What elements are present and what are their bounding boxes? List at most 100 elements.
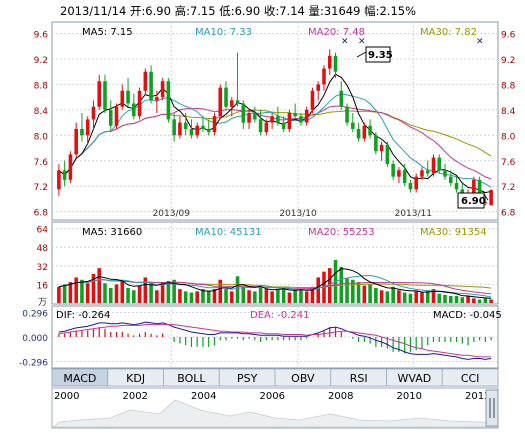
candle-body <box>448 176 453 184</box>
candle-body <box>97 81 102 107</box>
volume-bar <box>85 283 90 303</box>
volume-bar <box>212 289 217 303</box>
price-y-tick-right: 7.2 <box>501 183 515 193</box>
candle-body <box>258 119 263 133</box>
candle-body <box>339 90 344 107</box>
dif-line <box>58 321 492 360</box>
volume-bar <box>229 291 234 303</box>
candle-body <box>206 128 211 133</box>
candle-body <box>322 68 326 85</box>
volume-bar <box>155 290 159 303</box>
price-y-tick-right: 8.4 <box>501 107 516 117</box>
volume-bar <box>472 298 476 303</box>
volume-bar <box>74 277 78 303</box>
volume-ma5-line <box>58 268 492 299</box>
volume-bar <box>385 291 390 303</box>
candle-body <box>327 55 332 69</box>
candle-body <box>218 87 223 117</box>
volume-y-tick: 32 <box>37 263 48 273</box>
volume-bar <box>201 289 205 303</box>
volume-bar <box>195 291 199 303</box>
candle-body <box>229 100 234 107</box>
price-y-tick-right: 9.6 <box>501 31 516 41</box>
volume-bar <box>68 282 73 303</box>
candle-body <box>149 71 153 101</box>
candle-body <box>281 122 286 129</box>
volume-ma10-line <box>58 274 492 298</box>
volume-bar <box>351 279 355 303</box>
volume-bar <box>391 286 395 303</box>
timeline-year-label: 2002 <box>123 391 148 402</box>
candle-body <box>310 90 315 110</box>
volume-bar <box>253 291 257 303</box>
price-y-tick-right: 9.2 <box>501 56 515 66</box>
volume-bar <box>437 293 442 303</box>
candle-body <box>304 109 309 123</box>
volume-bar <box>345 278 349 303</box>
candle-body <box>62 170 67 180</box>
dea-label: DEA: -0.241 <box>250 310 309 321</box>
volume-bar <box>489 299 493 303</box>
candle-body <box>425 170 430 174</box>
volume-bar <box>448 296 453 303</box>
candle-body <box>264 122 269 133</box>
candle-body <box>397 170 401 177</box>
timeline-year-label: 2012 <box>465 391 490 402</box>
candle-body <box>379 144 384 152</box>
candle-body <box>333 55 338 72</box>
low-price-label: 6.90 <box>461 196 486 207</box>
volume-unit-label: 万 <box>38 298 47 308</box>
volume-bar <box>483 298 488 303</box>
candle-body <box>276 116 280 123</box>
volume-bar <box>206 291 211 303</box>
volume-y-tick: 16 <box>37 281 49 291</box>
price-ma30-label: MA30: 7.82 <box>420 27 477 38</box>
dif-label: DIF: -0.264 <box>56 310 110 321</box>
volume-bar <box>316 277 321 303</box>
candle-body <box>172 119 176 136</box>
candle-body <box>374 135 378 152</box>
price-y-tick-left: 9.2 <box>34 56 48 66</box>
tab-cci[interactable] <box>441 368 499 387</box>
volume-bar <box>132 290 136 303</box>
volume-bar <box>241 286 246 303</box>
candle-body <box>270 116 274 123</box>
volume-bar <box>224 289 228 303</box>
volume-bar <box>368 284 372 303</box>
volume-bar <box>183 291 188 303</box>
volume-bar <box>114 284 119 303</box>
candle-body <box>437 157 442 171</box>
candle-body <box>368 125 372 136</box>
macd-y-tick: 0.000 <box>22 334 48 344</box>
volume-bar <box>103 283 107 303</box>
timeline-drag-handle[interactable] <box>485 389 499 427</box>
price-ma20-line <box>58 105 492 180</box>
candle-body <box>235 100 240 104</box>
timeline-navigator[interactable]: 2000 2002 2004 2006 2008 2010 2012 <box>51 387 499 429</box>
candle-body <box>316 84 321 91</box>
price-y-tick-left: 7.2 <box>34 183 48 193</box>
candle-body <box>477 179 482 193</box>
tab-label: MACD <box>63 372 96 385</box>
candle-body <box>183 122 188 129</box>
timeline-year-label: 2010 <box>397 391 422 402</box>
volume-bar <box>178 289 182 303</box>
candle-body <box>454 183 459 190</box>
candle-body <box>80 128 84 136</box>
volume-bar <box>281 287 286 303</box>
candle-body <box>201 125 205 129</box>
volume-ma5-label: MA5: 31660 <box>82 227 142 238</box>
volume-bar <box>299 289 303 303</box>
tab-label: OBV <box>291 372 315 385</box>
candle-body <box>483 202 488 204</box>
date-tick: 2013/09 <box>153 209 191 219</box>
timeline-year-label: 2008 <box>328 391 353 402</box>
timeline-year-label: 2004 <box>191 391 216 402</box>
macd-y-tick: -0.296 <box>19 359 48 369</box>
volume-bar <box>270 291 274 303</box>
volume-bar <box>160 282 165 303</box>
candle-body <box>189 128 194 136</box>
volume-bar <box>466 296 470 303</box>
volume-bar <box>408 293 413 303</box>
candle-body <box>91 106 96 120</box>
